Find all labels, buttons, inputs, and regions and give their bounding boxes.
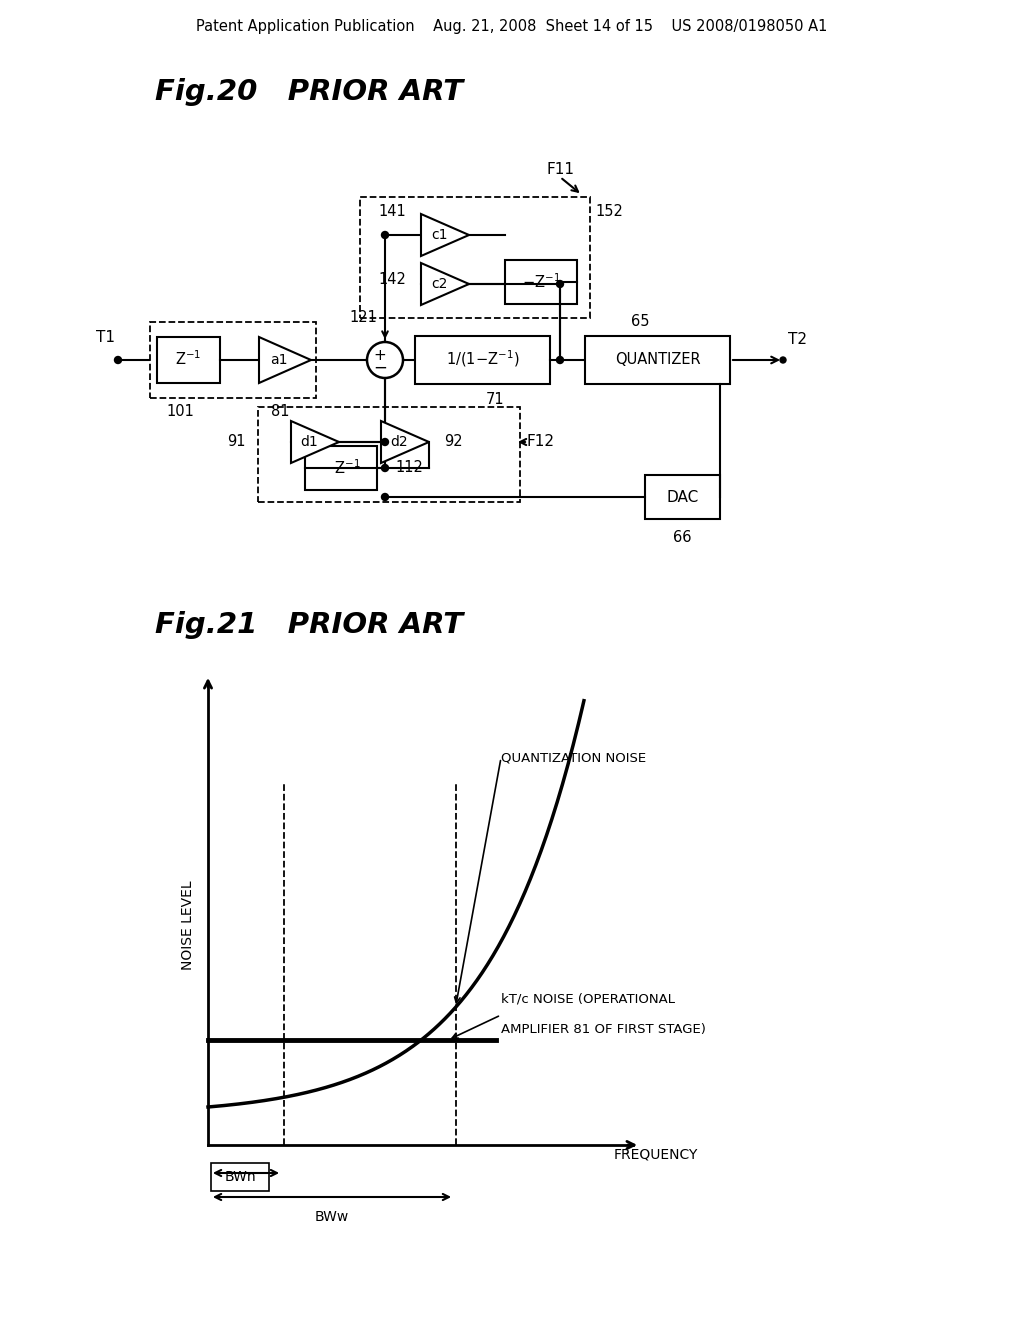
Text: T1: T1 (96, 330, 116, 346)
Text: a1: a1 (269, 352, 288, 367)
Bar (585, 337, 730, 384)
Text: Z$^{-1}$: Z$^{-1}$ (175, 350, 202, 368)
Text: 121: 121 (349, 310, 377, 326)
Text: NOISE LEVEL: NOISE LEVEL (181, 880, 195, 970)
Bar (305, 446, 377, 490)
Text: BWn: BWn (224, 1170, 256, 1184)
Text: c2: c2 (431, 277, 447, 290)
Circle shape (382, 231, 388, 239)
Bar (150, 322, 316, 399)
Text: 81: 81 (270, 404, 289, 420)
Text: QUANTIZATION NOISE: QUANTIZATION NOISE (501, 751, 646, 764)
Text: DAC: DAC (667, 490, 698, 504)
Text: $-$Z$^{-1}$: $-$Z$^{-1}$ (322, 458, 360, 478)
Text: c1: c1 (431, 228, 447, 242)
Text: Fig.20   PRIOR ART: Fig.20 PRIOR ART (155, 78, 463, 106)
Text: 142: 142 (378, 272, 406, 288)
Text: +: + (374, 347, 386, 363)
Text: 91: 91 (226, 434, 246, 450)
Polygon shape (421, 214, 469, 256)
Polygon shape (421, 263, 469, 305)
Text: F11: F11 (546, 161, 574, 177)
Text: 101: 101 (166, 404, 194, 420)
Circle shape (382, 494, 388, 500)
Circle shape (367, 342, 403, 378)
Bar (645, 475, 720, 519)
Text: kT/c NOISE (OPERATIONAL: kT/c NOISE (OPERATIONAL (501, 993, 675, 1005)
Text: 65: 65 (631, 314, 649, 330)
Polygon shape (291, 421, 339, 463)
Text: QUANTIZER: QUANTIZER (614, 351, 700, 367)
Text: −: − (373, 359, 387, 378)
Text: T2: T2 (787, 333, 807, 347)
Text: 152: 152 (595, 203, 623, 219)
Bar (360, 197, 590, 318)
Text: FREQUENCY: FREQUENCY (613, 1148, 698, 1162)
Text: 66: 66 (673, 529, 692, 544)
Bar (211, 1163, 269, 1191)
Text: $-$Z$^{-1}$: $-$Z$^{-1}$ (522, 273, 560, 292)
Text: Patent Application Publication    Aug. 21, 2008  Sheet 14 of 15    US 2008/01980: Patent Application Publication Aug. 21, … (197, 20, 827, 34)
Text: BWw: BWw (314, 1210, 349, 1224)
Circle shape (556, 356, 563, 363)
Bar (505, 260, 577, 304)
Text: 1/(1$-$Z$^{-1}$): 1/(1$-$Z$^{-1}$) (445, 348, 519, 370)
Circle shape (780, 356, 786, 363)
Text: 92: 92 (443, 434, 462, 450)
Text: 141: 141 (378, 203, 406, 219)
Text: d2: d2 (390, 436, 408, 449)
Text: AMPLIFIER 81 OF FIRST STAGE): AMPLIFIER 81 OF FIRST STAGE) (501, 1023, 706, 1036)
Circle shape (382, 465, 388, 471)
Polygon shape (381, 421, 429, 463)
Bar (258, 407, 520, 502)
Polygon shape (259, 337, 311, 383)
Text: d1: d1 (300, 436, 317, 449)
Text: Fig.21   PRIOR ART: Fig.21 PRIOR ART (155, 611, 463, 639)
Circle shape (382, 438, 388, 446)
Text: 71: 71 (485, 392, 504, 408)
Text: 112: 112 (395, 461, 423, 475)
Text: F12: F12 (526, 434, 554, 450)
Bar (157, 337, 220, 383)
Bar (415, 337, 550, 384)
Circle shape (556, 281, 563, 288)
Circle shape (115, 356, 122, 363)
